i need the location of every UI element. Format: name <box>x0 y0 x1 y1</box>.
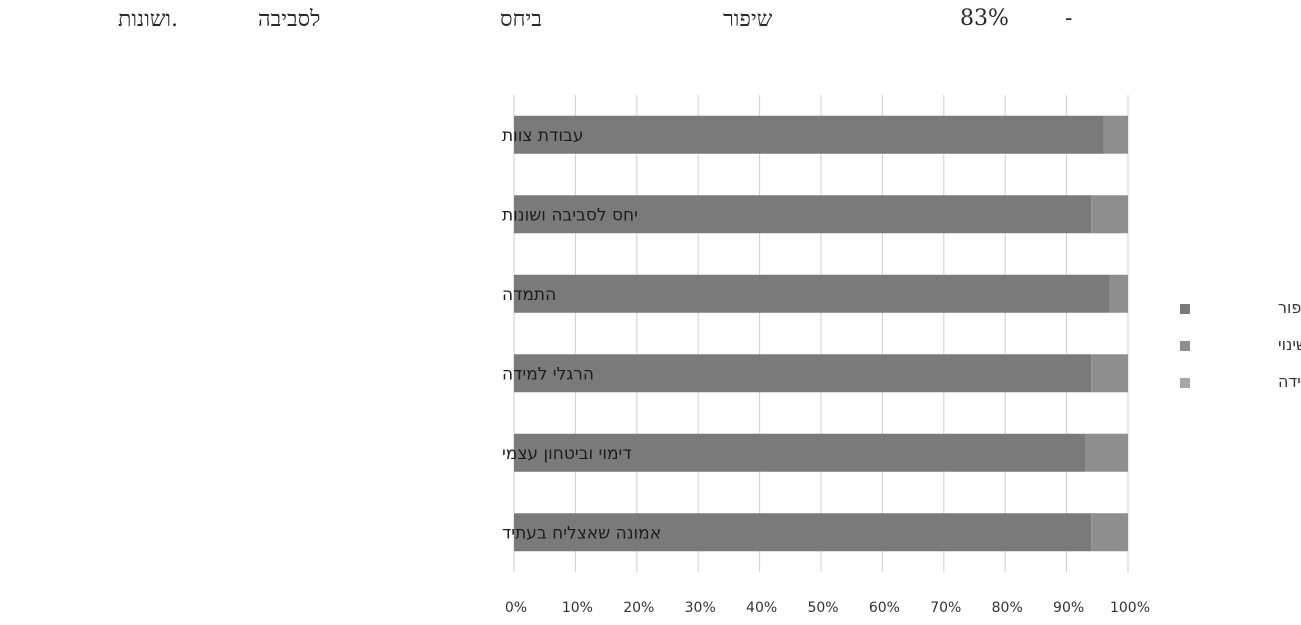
bar-segment <box>1109 274 1128 313</box>
category-label: התמדה <box>502 285 556 305</box>
category-label: עבודת צוות <box>502 126 583 146</box>
legend-swatch <box>1180 341 1190 351</box>
x-tick-label: 80% <box>992 600 1023 616</box>
category-label: דימוי וביטחון עצמי <box>502 444 632 464</box>
bar-segment <box>514 354 1092 393</box>
category-label: הרגלי למידה <box>502 364 594 384</box>
legend: שיפור ללא שינוי ירידה <box>1180 298 1301 391</box>
x-tick-label: 0% <box>505 600 527 616</box>
gridlines <box>513 95 1129 572</box>
legend-label: שיפור <box>1278 298 1301 317</box>
bar-segment <box>514 195 1092 234</box>
legend-swatch <box>1180 304 1190 314</box>
bar-segment <box>1103 115 1128 154</box>
x-tick-labels: 0% 10% 20% 30% 40% 50% 60% 70% 80% 90% 100% <box>505 600 1150 616</box>
header-word-3: ביחס <box>500 7 542 32</box>
bar-segment <box>514 513 1092 552</box>
header-dash: - <box>1065 6 1073 31</box>
category-label: אמונה שאצליח בעתיד <box>502 523 661 543</box>
legend-label: ללא שינוי <box>1278 335 1301 354</box>
legend-swatch <box>1180 378 1190 388</box>
bar-segment <box>514 433 1086 472</box>
header-word-2: לסביבה <box>258 7 321 32</box>
bar-segment <box>514 115 1104 154</box>
bar-segment <box>1091 354 1128 393</box>
bar-segment <box>1091 513 1128 552</box>
bar-segment <box>1091 195 1128 234</box>
x-tick-label: 30% <box>685 600 716 616</box>
bar-segment <box>514 274 1110 313</box>
x-tick-label: 50% <box>807 600 838 616</box>
x-tick-label: 90% <box>1053 600 1084 616</box>
header-word-4: שיפור <box>723 7 773 32</box>
header-percent: 83% <box>960 6 1009 31</box>
header-word-1: ושונות. <box>118 7 179 32</box>
bars <box>514 115 1128 552</box>
x-tick-label: 10% <box>562 600 593 616</box>
legend-label: ירידה <box>1278 372 1301 391</box>
bar-segment <box>1085 433 1128 472</box>
category-labels: עבודת צוות יחס לסביבה ושונות התמדה הרגלי למ… <box>502 126 661 544</box>
category-label: יחס לסביבה ושונות <box>502 205 638 225</box>
x-tick-label: 70% <box>930 600 961 616</box>
x-tick-label: 100% <box>1110 600 1150 616</box>
x-tick-label: 60% <box>869 600 900 616</box>
x-tick-label: 40% <box>746 600 777 616</box>
x-tick-label: 20% <box>623 600 654 616</box>
